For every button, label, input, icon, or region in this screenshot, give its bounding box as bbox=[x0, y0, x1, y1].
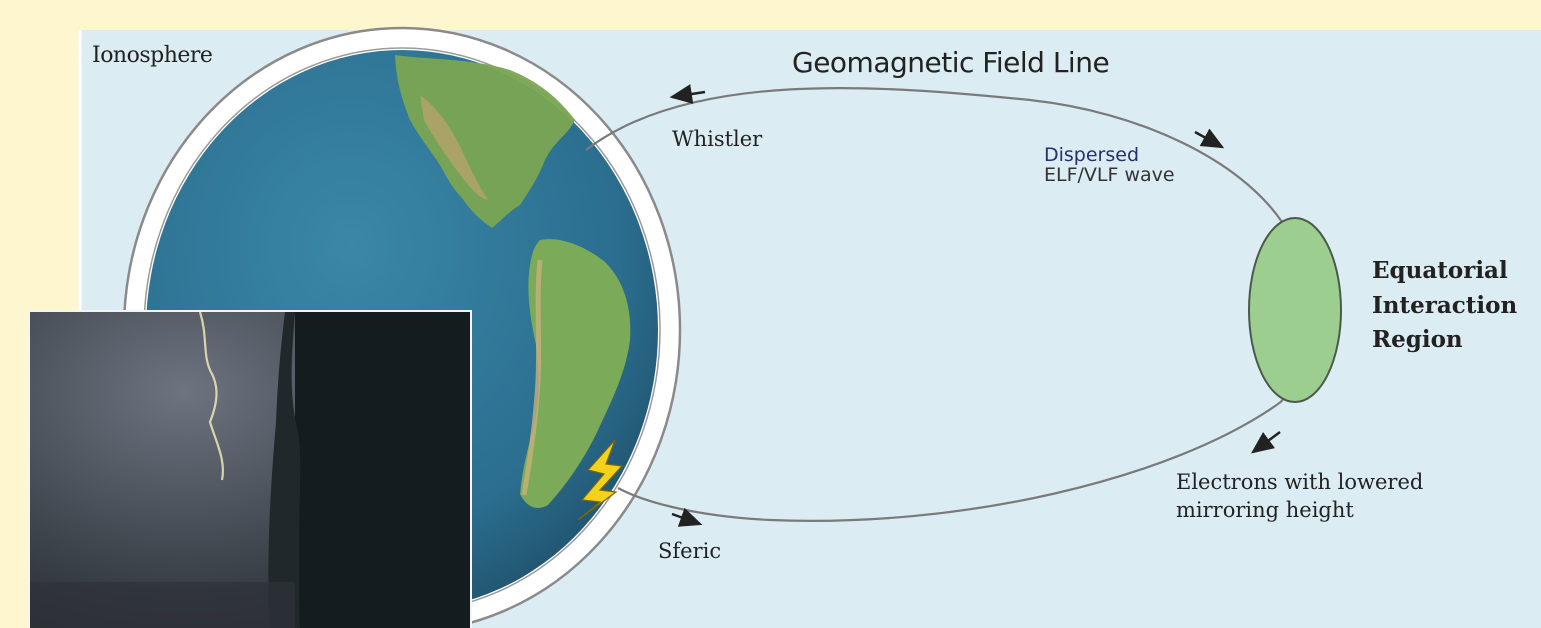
dispersed-wave-label: Dispersed ELF/VLF wave bbox=[1044, 144, 1175, 186]
photo-lightning-channel bbox=[198, 312, 224, 481]
whistler-arrow bbox=[669, 84, 706, 104]
geomagnetic-field-line bbox=[585, 86, 1304, 522]
north-america-desert bbox=[420, 95, 488, 200]
field-line-label: Geomagnetic Field Line bbox=[792, 46, 1110, 79]
sferic-arrow bbox=[671, 507, 703, 527]
equatorial-interaction-region bbox=[1248, 217, 1342, 403]
ionosphere-label: Ionosphere bbox=[92, 43, 213, 68]
andes-ridge bbox=[521, 259, 543, 496]
equatorial-label-line3: Region bbox=[1372, 326, 1463, 353]
photo-silhouette-edge bbox=[268, 312, 301, 628]
south-america-landmass bbox=[520, 239, 631, 508]
equatorial-label-line2: Interaction bbox=[1372, 291, 1518, 319]
equatorial-label-line1: Equatorial bbox=[1372, 257, 1508, 284]
north-america-landmass bbox=[395, 55, 575, 228]
electrons-label: Electrons with lowered mirroring height bbox=[1176, 468, 1423, 525]
photo-ground-shadow bbox=[30, 582, 295, 628]
sferic-label: Sferic bbox=[658, 539, 722, 563]
lightning-photo-inset bbox=[28, 310, 472, 628]
electrons-label-line1: Electrons with lowered bbox=[1176, 470, 1424, 494]
dispersed-wave-label-line2: ELF/VLF wave bbox=[1044, 163, 1175, 186]
electrons-arrow bbox=[1250, 430, 1281, 454]
dispersed-wave-label-line1: Dispersed bbox=[1044, 144, 1140, 166]
electrons-label-line2: mirroring height bbox=[1176, 498, 1354, 523]
lightning-photo bbox=[30, 312, 470, 628]
lightning-bolt-icon bbox=[577, 439, 624, 521]
equatorial-region-label: Equatorial Interaction Region bbox=[1372, 254, 1517, 358]
photo-dark-silhouette bbox=[295, 312, 470, 628]
whistler-label: Whistler bbox=[672, 127, 763, 151]
dispersed-wave-arrow bbox=[1194, 128, 1225, 149]
